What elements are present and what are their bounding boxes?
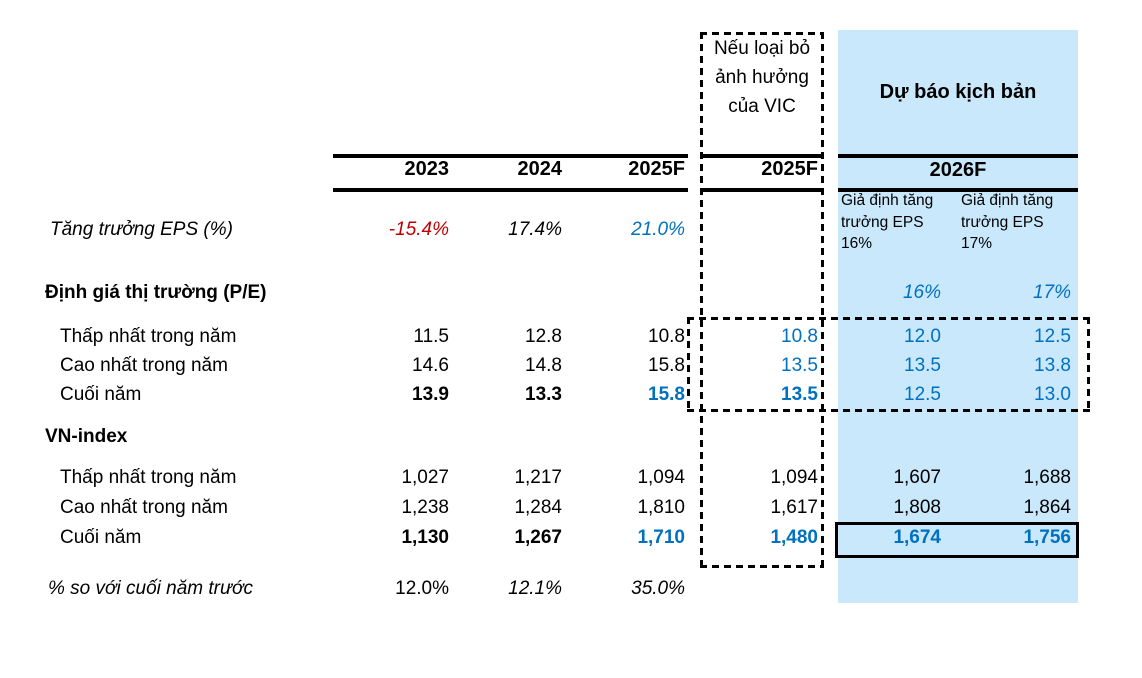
- vnindex-high-2023: 1,238: [401, 497, 449, 518]
- vnindex-yearend-2026f-16: 1,674: [893, 527, 941, 548]
- vnindex-yearend-2025f: 1,710: [637, 527, 685, 548]
- row-label-yoy-change: % so với cuối năm trước: [48, 578, 254, 599]
- pe-high-2026f-17: 13.8: [1034, 355, 1071, 376]
- vnindex-yearend-2025f-exvic: 1,480: [770, 527, 818, 548]
- section-label-pe: Định giá thị trường (P/E): [45, 282, 267, 303]
- vnindex-low-2025f: 1,094: [637, 467, 685, 488]
- eps-growth-2023: -15.4%: [388, 219, 449, 240]
- header-rule-top-panel: [838, 154, 1078, 158]
- pe-low-2024: 12.8: [525, 326, 562, 347]
- row-label-eps-growth: Tăng trưởng EPS (%): [50, 219, 233, 240]
- pe-high-2023: 14.6: [412, 355, 449, 376]
- vic-note: Nếu loại bỏ ảnh hưởng của VIC: [713, 38, 811, 117]
- pe-yearend-2026f-16: 12.5: [904, 384, 941, 405]
- scenario-title: Dự báo kịch bản: [879, 80, 1037, 103]
- col-header-2025f: 2025F: [628, 158, 685, 180]
- row-label-vnindex-high: Cao nhất trong năm: [60, 497, 228, 518]
- vnindex-high-2025f-exvic: 1,617: [770, 497, 818, 518]
- assumption-eps-17: Giả định tăng trưởng EPS 17%: [961, 192, 1054, 252]
- pe-yearend-2024: 13.3: [525, 384, 562, 405]
- vnindex-low-2025f-exvic: 1,094: [770, 467, 818, 488]
- row-label-pe-high: Cao nhất trong năm: [60, 355, 228, 376]
- pe-low-2025f: 10.8: [648, 326, 685, 347]
- vnindex-low-2023: 1,027: [401, 467, 449, 488]
- vnindex-high-2026f-17: 1,864: [1023, 497, 1071, 518]
- row-label-vnindex-low: Thấp nhất trong năm: [60, 467, 237, 488]
- header-rule-bottom-panel: [838, 188, 1078, 192]
- pe-high-2025f: 15.8: [648, 355, 685, 376]
- col-header-2023: 2023: [404, 158, 450, 180]
- vnindex-yearend-2026f-17: 1,756: [1023, 527, 1071, 548]
- pe-scenario-17: 17%: [1032, 282, 1071, 303]
- col-header-2024: 2024: [517, 158, 563, 180]
- pe-yearend-2023: 13.9: [412, 384, 449, 405]
- vnindex-high-2025f: 1,810: [637, 497, 685, 518]
- pe-low-2025f-exvic: 10.8: [781, 326, 818, 347]
- pe-low-2026f-16: 12.0: [904, 326, 941, 347]
- vic-column-dashed-outline: [700, 32, 824, 568]
- pe-values-dashed-outline: [687, 317, 1090, 412]
- vnindex-final-value-outline: [835, 522, 1079, 558]
- vnindex-yearend-2024: 1,267: [514, 527, 562, 548]
- pe-yearend-2025f-exvic: 13.5: [781, 384, 818, 405]
- pe-high-2024: 14.8: [525, 355, 562, 376]
- pe-scenario-16: 16%: [902, 282, 941, 303]
- vnindex-yearend-2023: 1,130: [401, 527, 449, 548]
- row-label-pe-yearend: Cuối năm: [60, 384, 142, 405]
- pe-low-2026f-17: 12.5: [1034, 326, 1071, 347]
- header-rule-bottom-left: [333, 188, 688, 192]
- vnindex-low-2024: 1,217: [514, 467, 562, 488]
- pe-yearend-2026f-17: 13.0: [1034, 384, 1071, 405]
- col-header-2025f-exvic: 2025F: [761, 158, 818, 180]
- col-header-2026f: 2026F: [929, 159, 987, 181]
- vnindex-low-2026f-17: 1,688: [1023, 467, 1071, 488]
- eps-growth-2025f: 21.0%: [631, 219, 685, 240]
- header-rule-top-left: [333, 154, 688, 158]
- yoy-change-2023: 12.0%: [395, 578, 449, 599]
- yoy-change-2025f: 35.0%: [631, 578, 685, 599]
- section-label-vnindex: VN-index: [45, 426, 128, 447]
- pe-high-2025f-exvic: 13.5: [781, 355, 818, 376]
- pe-low-2023: 11.5: [413, 326, 449, 347]
- assumption-eps-16: Giả định tăng trưởng EPS 16%: [841, 192, 934, 252]
- pe-high-2026f-16: 13.5: [904, 355, 941, 376]
- scenario-highlight-panel: [838, 30, 1078, 603]
- pe-yearend-2025f: 15.8: [648, 384, 685, 405]
- vnindex-high-2026f-16: 1,808: [893, 497, 941, 518]
- eps-growth-2024: 17.4%: [508, 219, 562, 240]
- vnindex-high-2024: 1,284: [514, 497, 562, 518]
- yoy-change-2024: 12.1%: [508, 578, 562, 599]
- row-label-pe-low: Thấp nhất trong năm: [60, 326, 237, 347]
- vnindex-low-2026f-16: 1,607: [893, 467, 941, 488]
- row-label-vnindex-yearend: Cuối năm: [60, 527, 142, 548]
